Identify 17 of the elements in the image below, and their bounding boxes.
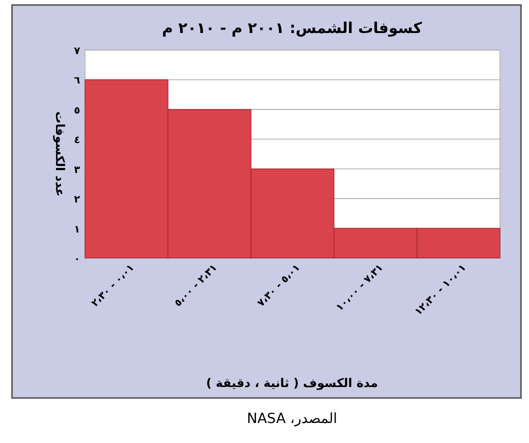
y-tick-label: ٢	[74, 194, 80, 206]
x-tick-label: ٢،٣١ - ٥،٠٠	[172, 262, 220, 310]
y-tick-label: ٠	[74, 254, 80, 265]
x-tick-label: ٥،٠١ - ٧،٣٠	[256, 262, 303, 310]
x-tick-label: ٠،٠١ - ٢،٣٠	[90, 262, 137, 310]
y-tick-label: ٧	[74, 46, 80, 57]
y-tick-label: ١	[74, 224, 80, 236]
text: المصدر، NASA	[246, 411, 338, 427]
chart-title: كسوفات الشمس: ٢٠٠١ م - ٢٠١٠ م	[162, 19, 422, 37]
y-tick-label: ٣	[74, 164, 80, 176]
x-tick-label: ٧،٣١ - ١٠،٠٠	[334, 262, 386, 314]
y-axis-title: عدد الكسوفات	[53, 111, 67, 197]
y-tick-label: ٥	[74, 105, 80, 116]
y-tick-label: ٤	[74, 135, 80, 146]
x-tick-label: ١٠،٠١ - ١٢،٣٠	[413, 262, 469, 318]
x-axis-title: مدة الكسوف ( ثانية ، دقيقة )	[206, 376, 378, 390]
y-tick-label: ٦	[74, 76, 80, 87]
